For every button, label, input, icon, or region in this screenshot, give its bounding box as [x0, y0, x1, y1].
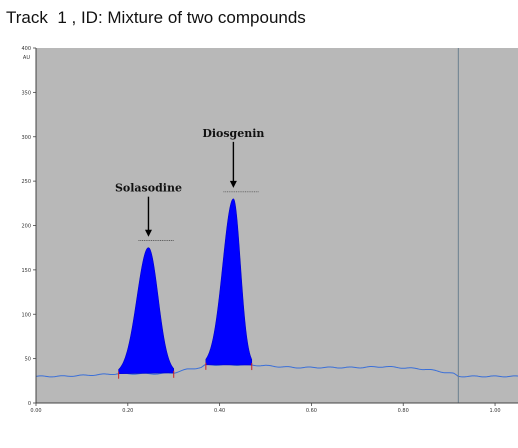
y-tick-label: 50 — [25, 357, 31, 363]
y-tick-label: 200 — [21, 224, 31, 230]
annotation-arrowhead — [144, 229, 152, 237]
y-tick-label: 100 — [21, 312, 31, 318]
y-tick-label: 350 — [21, 90, 31, 96]
baseline-trace — [35, 363, 518, 378]
y-tick-label: 0 — [28, 401, 31, 407]
x-tick-label: 1.00 — [489, 408, 500, 414]
peak-solasodine — [118, 247, 175, 375]
plot-area — [36, 48, 518, 403]
y-tick-label: 150 — [21, 268, 31, 274]
x-tick-label: 0.60 — [306, 408, 317, 414]
annotation-arrowhead — [229, 180, 237, 188]
axes-layer: 0 50 100 150 200 250 300 350 400 AU 0.00 0.20 0.40 0.… — [21, 46, 518, 414]
x-tick-label: 0.80 — [398, 408, 409, 414]
x-tick-label: 0.40 — [214, 408, 225, 414]
x-tick-label: 0.00 — [30, 408, 41, 414]
annotation-diosgenin: Diosgenin — [202, 127, 264, 140]
y-axis-label: AU — [23, 55, 30, 61]
y-tick-label: 400 — [21, 46, 31, 52]
annotations-layer: Solasodine Diosgenin — [115, 127, 264, 241]
baseline-layer — [35, 48, 518, 403]
chart-title: Track 1 , ID: Mixture of two compounds — [6, 8, 306, 27]
y-tick-label: 250 — [21, 179, 31, 185]
annotation-solasodine: Solasodine — [115, 182, 182, 195]
y-tick-label: 300 — [21, 135, 31, 141]
peaks-layer — [118, 198, 253, 379]
peak-diosgenin — [205, 198, 253, 366]
x-tick-label: 0.20 — [122, 408, 133, 414]
